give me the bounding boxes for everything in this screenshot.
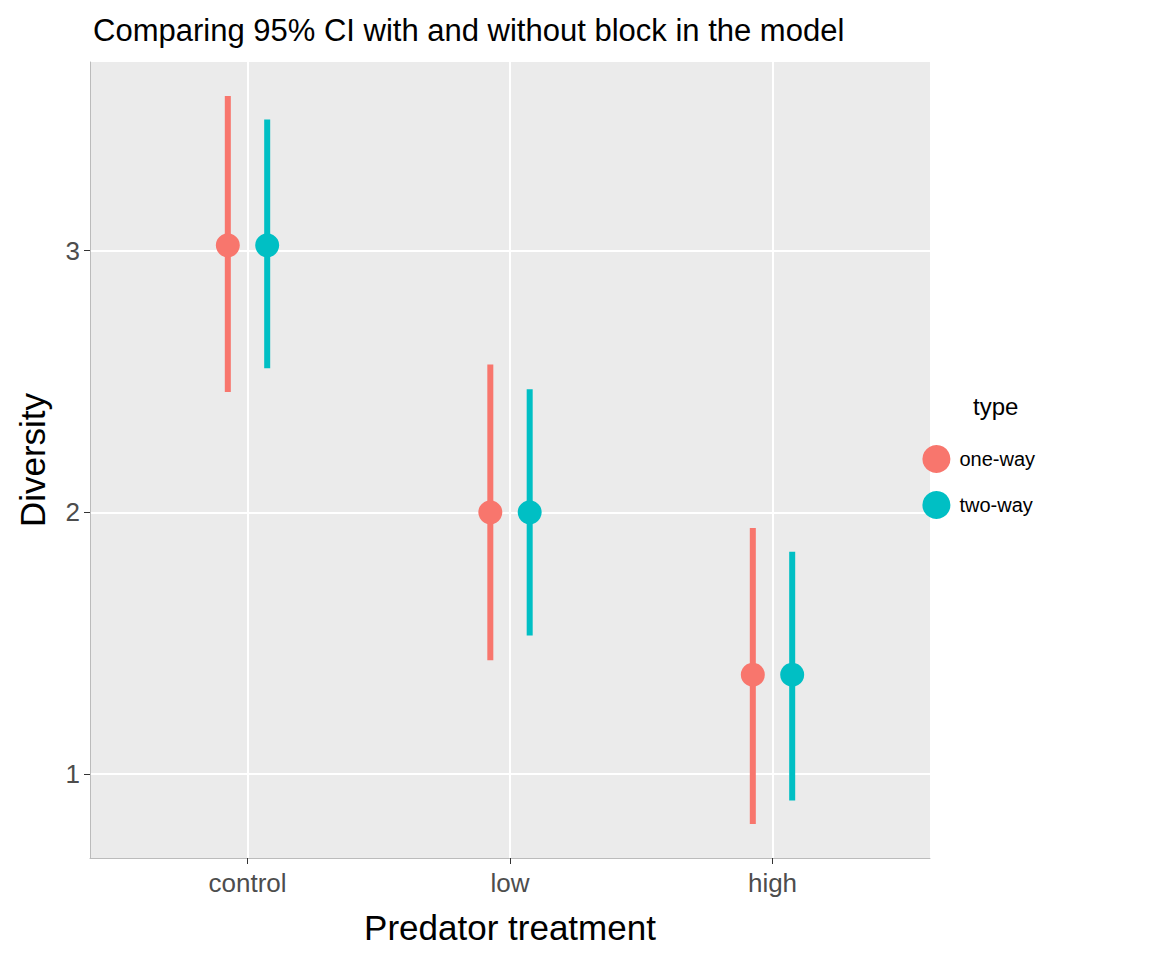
svg-text:type: type [973, 393, 1018, 420]
svg-text:3: 3 [66, 236, 80, 266]
svg-text:2: 2 [66, 497, 80, 527]
svg-text:Comparing 95% CI with and with: Comparing 95% CI with and without block … [93, 13, 844, 48]
svg-text:one-way: one-way [959, 448, 1035, 470]
svg-text:Diversity: Diversity [13, 392, 52, 527]
svg-text:1: 1 [66, 759, 80, 789]
svg-text:high: high [748, 868, 797, 898]
svg-text:two-way: two-way [959, 494, 1032, 516]
svg-text:low: low [490, 868, 529, 898]
svg-text:control: control [208, 868, 286, 898]
svg-text:Predator treatment: Predator treatment [364, 908, 656, 947]
